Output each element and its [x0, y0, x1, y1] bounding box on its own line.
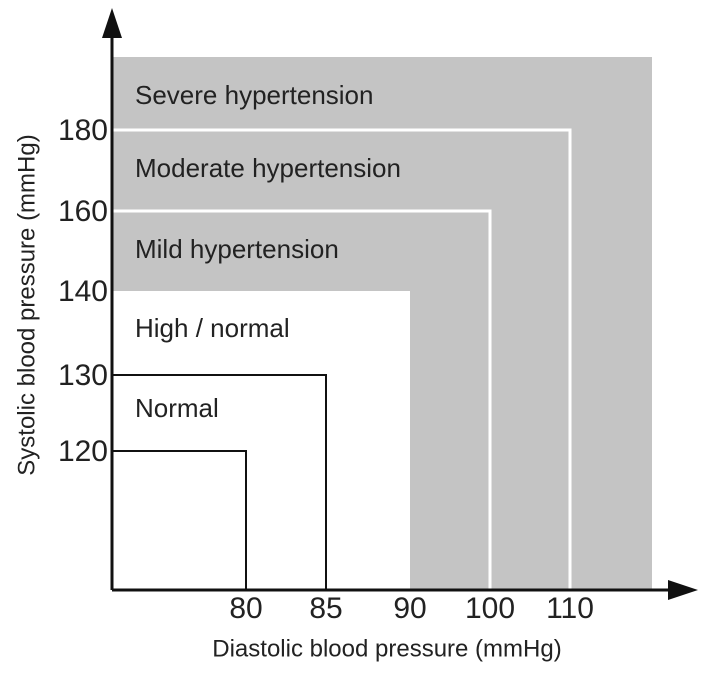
zone-label: Normal — [135, 393, 219, 423]
y-tick-label: 140 — [58, 275, 108, 308]
y-tick-label: 180 — [58, 114, 108, 147]
y-tick-label: 160 — [58, 195, 108, 228]
x-axis-label: Diastolic blood pressure (mmHg) — [212, 635, 561, 662]
x-tick-label: 80 — [229, 592, 262, 625]
x-tick-label: 90 — [393, 592, 426, 625]
zone-label: Mild hypertension — [135, 234, 339, 264]
normal-boundary — [112, 450, 247, 590]
zone-label: Severe hypertension — [135, 80, 373, 110]
zone-label: Moderate hypertension — [135, 153, 401, 183]
moderate-boundary — [112, 209, 492, 590]
x-tick-label: 85 — [309, 592, 342, 625]
y-axis-label: Systolic blood pressure (mmHg) — [13, 134, 40, 475]
severe-boundary — [112, 128, 572, 590]
x-tick-label: 100 — [465, 592, 515, 625]
y-tick-label: 130 — [58, 359, 108, 392]
zone-label: High / normal — [135, 313, 290, 343]
high-normal-boundary — [112, 374, 327, 590]
y-arrow — [102, 8, 122, 38]
y-tick-label: 120 — [58, 435, 108, 468]
normal-area — [112, 291, 410, 590]
x-tick-label: 110 — [546, 592, 594, 625]
x-arrow — [668, 580, 698, 600]
